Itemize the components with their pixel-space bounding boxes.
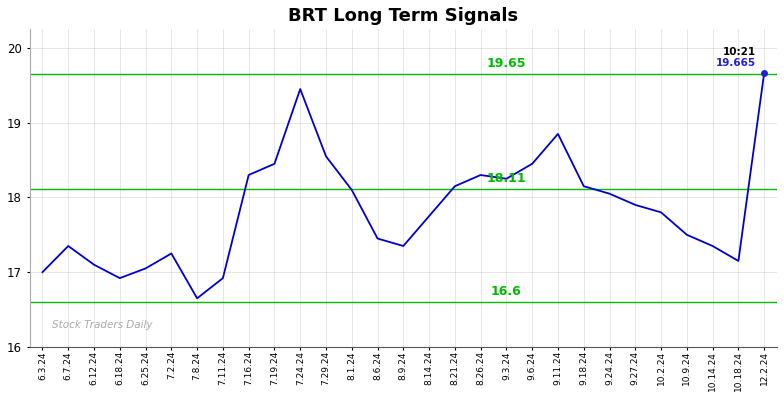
Text: Stock Traders Daily: Stock Traders Daily xyxy=(52,320,153,330)
Text: 18.11: 18.11 xyxy=(487,172,526,185)
Title: BRT Long Term Signals: BRT Long Term Signals xyxy=(289,7,518,25)
Text: 16.6: 16.6 xyxy=(491,285,522,298)
Text: 10:21: 10:21 xyxy=(724,47,757,57)
Text: 19.65: 19.65 xyxy=(487,57,526,70)
Text: 19.665: 19.665 xyxy=(717,58,757,68)
